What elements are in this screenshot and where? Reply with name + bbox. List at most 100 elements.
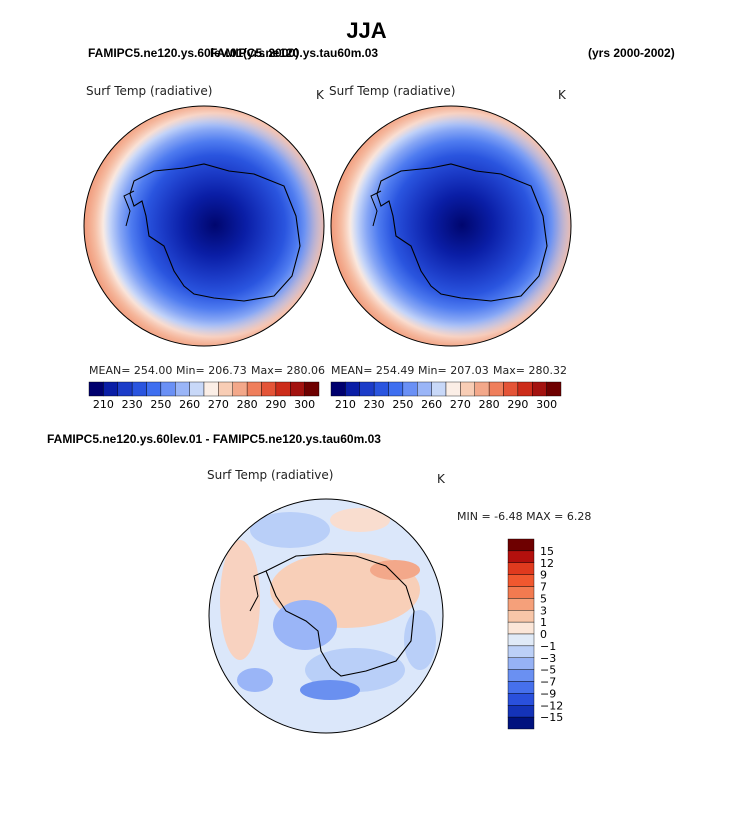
panel2-colorbar-tick-label: 270 — [450, 398, 471, 411]
panel1-colorbar-swatch — [88, 381, 104, 397]
diff-colorbar-tick-label: 3 — [540, 604, 547, 617]
panel2-colorbar-swatch — [330, 381, 346, 397]
diff-minmax: MIN = -6.48 MAX = 6.28 — [457, 510, 592, 523]
panel2-colorbar-swatch — [417, 381, 432, 397]
diff-coastline — [249, 553, 415, 677]
panel1-colorbar-swatch — [232, 381, 248, 397]
panel2-colorbar-tick-label: 210 — [335, 398, 356, 411]
panel1-max: Max= 280.06 — [251, 364, 325, 377]
panel1-colorbar-swatch — [261, 381, 277, 397]
diff-colorbar-tick-label: 0 — [540, 628, 547, 641]
panel2-colorbar-tick-label: 300 — [536, 398, 557, 411]
panel2-max: Max= 280.32 — [493, 364, 567, 377]
diff-colorbar-swatch — [507, 693, 535, 706]
panel2-colorbar-swatch — [503, 381, 519, 397]
diff-colorbar-tick-label: −15 — [540, 711, 563, 724]
diff-colorbar-swatch — [507, 586, 535, 599]
panel2-mean: MEAN= 254.49 — [331, 364, 415, 377]
panel2-units-label: K — [558, 88, 566, 102]
panel2-colorbar-swatch — [460, 381, 475, 397]
diff-colorbar-swatch — [507, 645, 535, 658]
panel2-colorbar-tick-label: 230 — [364, 398, 385, 411]
panel2-colorbar-swatch — [532, 381, 547, 397]
diff-colorbar-swatch — [507, 681, 535, 694]
panel2-colorbar-swatch — [517, 381, 533, 397]
panel2-boundary — [330, 105, 572, 347]
panel1-coastline — [123, 163, 301, 302]
diff-colorbar-tick-label: 7 — [540, 581, 547, 594]
diff-colorbar-tick-label: 5 — [540, 592, 547, 605]
panel2-colorbar: 210 230 250 260 270 280 290 300 — [330, 381, 562, 411]
panel1-colorbar-tick-label: 290 — [265, 398, 286, 411]
case-a-label: FAMIPC5.ne120.ys.60lev.01 — [88, 46, 244, 60]
diff-colorbar-tick-label: 1 — [540, 616, 547, 629]
panel2-colorbar-swatch — [431, 381, 447, 397]
diff-units-label: K — [437, 472, 445, 486]
panel1-colorbar-swatch — [189, 381, 205, 397]
panel2-colorbar-swatch — [546, 381, 562, 397]
panel2-colorbar-swatch — [373, 381, 389, 397]
panel2-colorbar-swatch — [388, 381, 404, 397]
diff-colorbar-tick-label: 15 — [540, 545, 554, 558]
panel2-variable-label: Surf Temp (radiative) — [329, 84, 456, 98]
diff-colorbar-swatch — [507, 562, 535, 575]
years-label: (yrs 2000-2002) — [588, 46, 675, 60]
panel2-colorbar-swatch — [474, 381, 490, 397]
panel2-colorbar-swatch — [345, 381, 360, 397]
diff-colorbar-swatch — [507, 716, 535, 730]
panel1-colorbar-swatch — [175, 381, 190, 397]
diff-colorbar-swatch — [507, 598, 535, 611]
panel1-colorbar-tick-label: 250 — [150, 398, 171, 411]
panel1-colorbar-swatch — [275, 381, 291, 397]
panel2-colorbar-tick-label: 280 — [479, 398, 500, 411]
diff-colorbar-tick-label: −9 — [540, 687, 556, 700]
diff-variable-label: Surf Temp (radiative) — [207, 468, 334, 482]
panel1-variable-label: Surf Temp (radiative) — [86, 84, 213, 98]
diff-colorbar-swatch — [507, 538, 535, 552]
diff-title: FAMIPC5.ne120.ys.60lev.01 - FAMIPC5.ne12… — [47, 432, 381, 446]
diff-colorbar-swatch — [507, 705, 535, 718]
panel2-colorbar-swatch — [402, 381, 418, 397]
panel1-colorbar-swatch — [304, 381, 320, 397]
diff-colorbar-tick-label: 9 — [540, 569, 547, 582]
diff-colorbar-swatch — [507, 574, 535, 587]
panel1-colorbar-tick-label: 300 — [294, 398, 315, 411]
panel1-colorbar-tick-label: 280 — [237, 398, 258, 411]
panel1-colorbar-swatch — [131, 381, 147, 397]
panel1-mean: MEAN= 254.00 — [89, 364, 173, 377]
panel1-units-label: K — [316, 88, 324, 102]
panel1-colorbar-swatch — [117, 381, 133, 397]
diff-colorbar-swatch — [507, 610, 535, 623]
panel1-colorbar-tick-label: 230 — [122, 398, 143, 411]
panel1-colorbar-tick-label: 260 — [179, 398, 200, 411]
diff-colorbar-swatch — [507, 657, 535, 670]
diff-colorbar-tick-label: −3 — [540, 652, 556, 665]
case-b-label: FAMIPC5.ne120.ys.tau60m.03 — [210, 46, 379, 60]
panel1-colorbar-swatch — [218, 381, 233, 397]
panel1-colorbar: 210 230 250 260 270 280 290 300 — [88, 381, 320, 411]
panel1-colorbar-tick-label: 210 — [93, 398, 114, 411]
panel1-map — [84, 106, 324, 346]
panel2-colorbar-swatch — [488, 381, 504, 397]
panel2-colorbar-swatch — [359, 381, 375, 397]
panel1-colorbar-swatch — [290, 381, 305, 397]
panel2-colorbar-tick-label: 250 — [392, 398, 413, 411]
diff-colorbar-tick-label: −7 — [540, 676, 556, 689]
panel2-coastline — [370, 163, 548, 302]
panel1-min: Min= 206.73 — [176, 364, 247, 377]
diff-boundary — [208, 498, 444, 734]
panel2-colorbar-swatch — [445, 381, 461, 397]
diff-colorbar-swatch — [507, 633, 535, 647]
panel1-boundary — [83, 105, 325, 347]
case-a-years-label: (yrs 2000) — [243, 46, 300, 60]
panel1-colorbar-swatch — [146, 381, 162, 397]
diff-colorbar-tick-label: 12 — [540, 557, 554, 570]
panel2-colorbar-tick-label: 260 — [421, 398, 442, 411]
panel1-colorbar-swatch — [246, 381, 262, 397]
panel2-map — [331, 106, 571, 346]
diff-colorbar-tick-label: −5 — [540, 664, 556, 677]
diff-colorbar-swatch — [507, 621, 535, 635]
diff-colorbar-swatch — [507, 669, 535, 682]
